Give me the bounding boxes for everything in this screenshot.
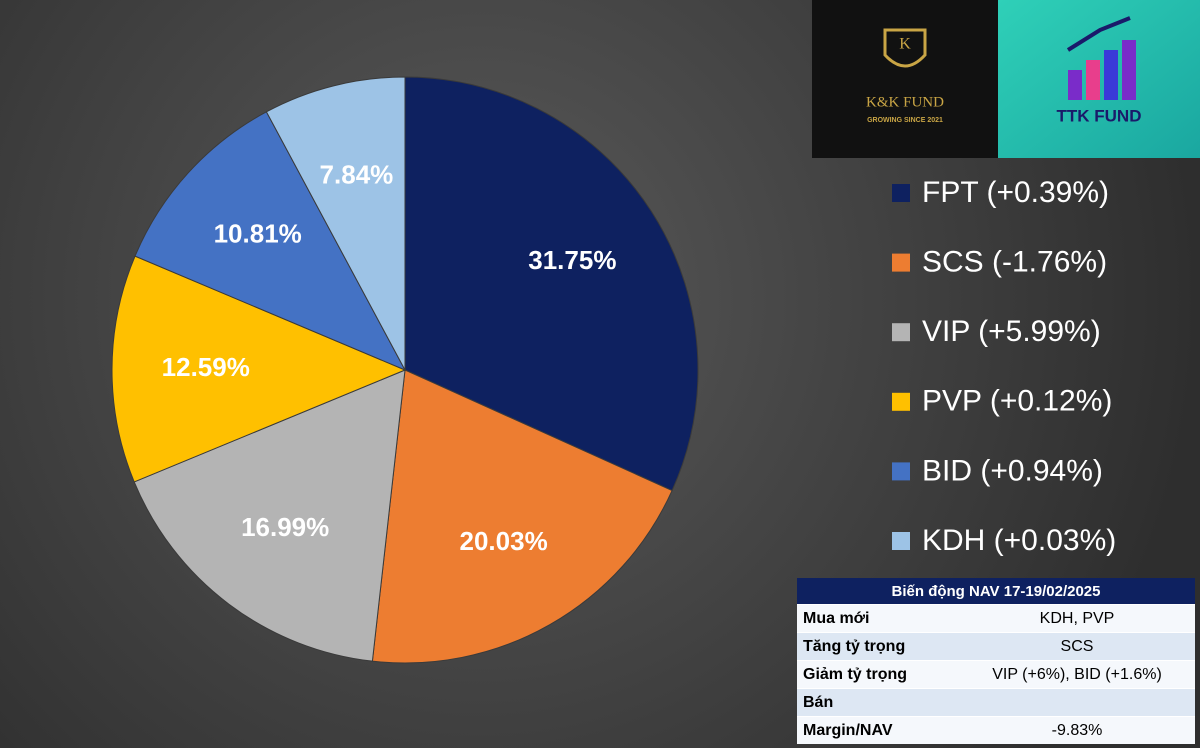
data-label: 31.75% [528, 245, 616, 275]
data-label: 10.81% [214, 219, 302, 249]
legend-label: BID (+0.94%) [922, 454, 1103, 487]
pie-slice [371, 369, 673, 664]
row-label: Margin/NAV [797, 716, 959, 744]
legend-swatch [892, 323, 910, 342]
row-label: Mua mới [797, 604, 959, 633]
pie-slice [133, 369, 406, 662]
table-row: Bán [797, 688, 1195, 717]
kk-logo-tagline: GROWING SINCE 2021 [867, 117, 943, 124]
table-row: Mua mới KDH, PVP [797, 604, 1195, 633]
row-label: Tăng tỷ trọng [797, 632, 959, 661]
ttk-logo-name: TTK FUND [1057, 106, 1142, 125]
data-label: 20.03% [460, 526, 548, 556]
kk-letter: K [899, 36, 911, 53]
legend-swatch [892, 253, 910, 272]
row-label: Giảm tỷ trọng [797, 660, 959, 689]
legend-label: FPT (+0.39%) [922, 176, 1109, 209]
legend-swatch [892, 392, 910, 411]
table-row: Tăng tỷ trọng SCS [797, 632, 1195, 661]
row-label: Bán [797, 688, 959, 717]
legend-swatch [892, 532, 910, 550]
kk-emblem [883, 28, 927, 68]
table-header-row: Biến động NAV 17-19/02/2025 [797, 578, 1195, 605]
pie-slice [404, 76, 699, 492]
table-title: Biến động NAV 17-19/02/2025 [797, 578, 1195, 605]
row-value: -9.83% [959, 716, 1195, 744]
table-row: Margin/NAV -9.83% [797, 716, 1195, 744]
row-value: VIP (+6%), BID (+1.6%) [959, 660, 1195, 689]
nav-table: Biến động NAV 17-19/02/2025 Mua mới KDH, P… [797, 578, 1195, 744]
pie-slice [265, 76, 406, 371]
row-value: KDH, PVP [959, 604, 1195, 633]
legend-swatch [892, 462, 910, 481]
table-row: Giảm tỷ trọng VIP (+6%), BID (+1.6%) [797, 660, 1195, 689]
kk-logo-name: K&K FUND [866, 94, 944, 110]
legend-label: PVP (+0.12%) [922, 385, 1112, 418]
legend-label: VIP (+5.99%) [922, 315, 1101, 348]
legend-label: SCS (-1.76%) [922, 246, 1107, 279]
kk-logo-bg [812, 0, 998, 158]
legend-label: KDH (+0.03%) [922, 524, 1116, 557]
data-label: 7.84% [320, 160, 394, 190]
legend-swatch [892, 184, 910, 202]
ttk-icon [1066, 16, 1136, 100]
pie-slice [134, 111, 407, 372]
row-value: SCS [959, 632, 1195, 661]
data-label: 12.59% [162, 352, 250, 382]
pie-slice [111, 255, 407, 483]
data-label: 16.99% [241, 512, 329, 542]
row-value-empty [959, 688, 1195, 717]
